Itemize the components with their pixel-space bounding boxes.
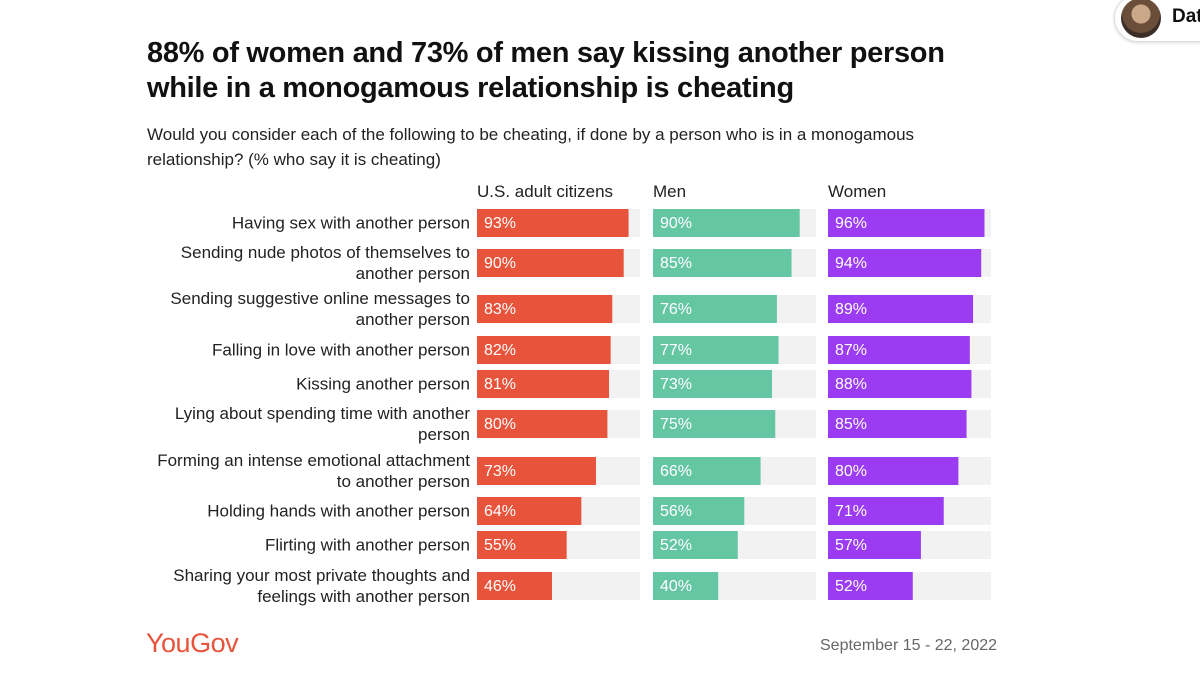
bar — [653, 572, 719, 600]
data-label: 46% — [484, 578, 516, 595]
data-label: 83% — [484, 301, 516, 318]
legend-label: Men — [653, 182, 687, 201]
data-label: 75% — [660, 416, 692, 433]
category-label: Flirting with another person — [264, 535, 470, 555]
bar — [828, 209, 985, 237]
data-label: 81% — [484, 376, 516, 393]
bar — [477, 572, 552, 600]
bar — [653, 370, 772, 398]
data-label: 52% — [660, 537, 692, 554]
badge-text[interactable]: Dat — [1172, 6, 1200, 27]
bar — [828, 572, 913, 600]
bar — [828, 497, 944, 525]
data-label: 89% — [835, 301, 867, 318]
bar — [653, 209, 800, 237]
bar — [477, 295, 613, 323]
category-label: Forming an intense emotional attachment … — [157, 451, 470, 491]
bar — [477, 370, 610, 398]
data-label: 93% — [484, 215, 516, 232]
bar — [653, 531, 738, 559]
bar — [828, 295, 974, 323]
chart-title: 88% of women and 73% of men say kissing … — [147, 37, 945, 104]
bar — [653, 410, 776, 438]
data-label: 56% — [660, 503, 692, 520]
data-label: 94% — [835, 255, 867, 272]
legend-label: U.S. adult citizens — [477, 182, 614, 201]
bar — [653, 497, 745, 525]
category-label: Sending suggestive online messages to an… — [170, 289, 470, 329]
data-label: 90% — [484, 255, 516, 272]
bar — [828, 531, 921, 559]
category-label: Having sex with another person — [231, 213, 470, 233]
legend-label: Women — [828, 182, 887, 201]
bar — [653, 249, 792, 277]
bar — [477, 497, 582, 525]
data-label: 52% — [835, 578, 867, 595]
bar — [477, 249, 624, 277]
bar — [477, 209, 629, 237]
data-label: 80% — [835, 463, 867, 480]
category-label: Sharing your most private thoughts and f… — [173, 566, 470, 606]
data-label: 88% — [835, 376, 867, 393]
source-logo: YouGov — [146, 628, 239, 658]
data-label: 73% — [660, 376, 692, 393]
category-label: Kissing another person — [296, 374, 470, 394]
data-label: 71% — [835, 503, 867, 520]
date: September 15 - 22, 2022 — [820, 637, 998, 654]
data-label: 66% — [660, 463, 692, 480]
data-label: 82% — [484, 342, 516, 359]
data-label: 76% — [660, 301, 692, 318]
data-label: 73% — [484, 463, 516, 480]
bar — [828, 410, 967, 438]
data-label: 57% — [835, 537, 867, 554]
bar — [828, 249, 982, 277]
category-label: Holding hands with another person — [207, 501, 470, 521]
category-label: Lying about spending time with another p… — [174, 404, 470, 444]
data-label: 87% — [835, 342, 867, 359]
data-label: 55% — [484, 537, 516, 554]
data-label: 90% — [660, 215, 692, 232]
chart-subtitle: Would you consider each of the following… — [147, 125, 915, 169]
category-label: Falling in love with another person — [212, 340, 470, 360]
bar — [653, 336, 779, 364]
avatar — [1121, 0, 1161, 38]
data-label: 77% — [660, 342, 692, 359]
bar — [828, 370, 972, 398]
data-label: 40% — [660, 578, 692, 595]
data-label: 80% — [484, 416, 516, 433]
data-label: 96% — [835, 215, 867, 232]
bar — [828, 457, 959, 485]
category-label: Sending nude photos of themselves to ano… — [180, 243, 470, 283]
bar — [477, 410, 608, 438]
bar — [653, 457, 761, 485]
data-label: 64% — [484, 503, 516, 520]
data-label: 85% — [835, 416, 867, 433]
bar — [477, 336, 611, 364]
bar — [477, 531, 567, 559]
bar — [653, 295, 777, 323]
bar — [477, 457, 596, 485]
bar — [828, 336, 970, 364]
data-label: 85% — [660, 255, 692, 272]
